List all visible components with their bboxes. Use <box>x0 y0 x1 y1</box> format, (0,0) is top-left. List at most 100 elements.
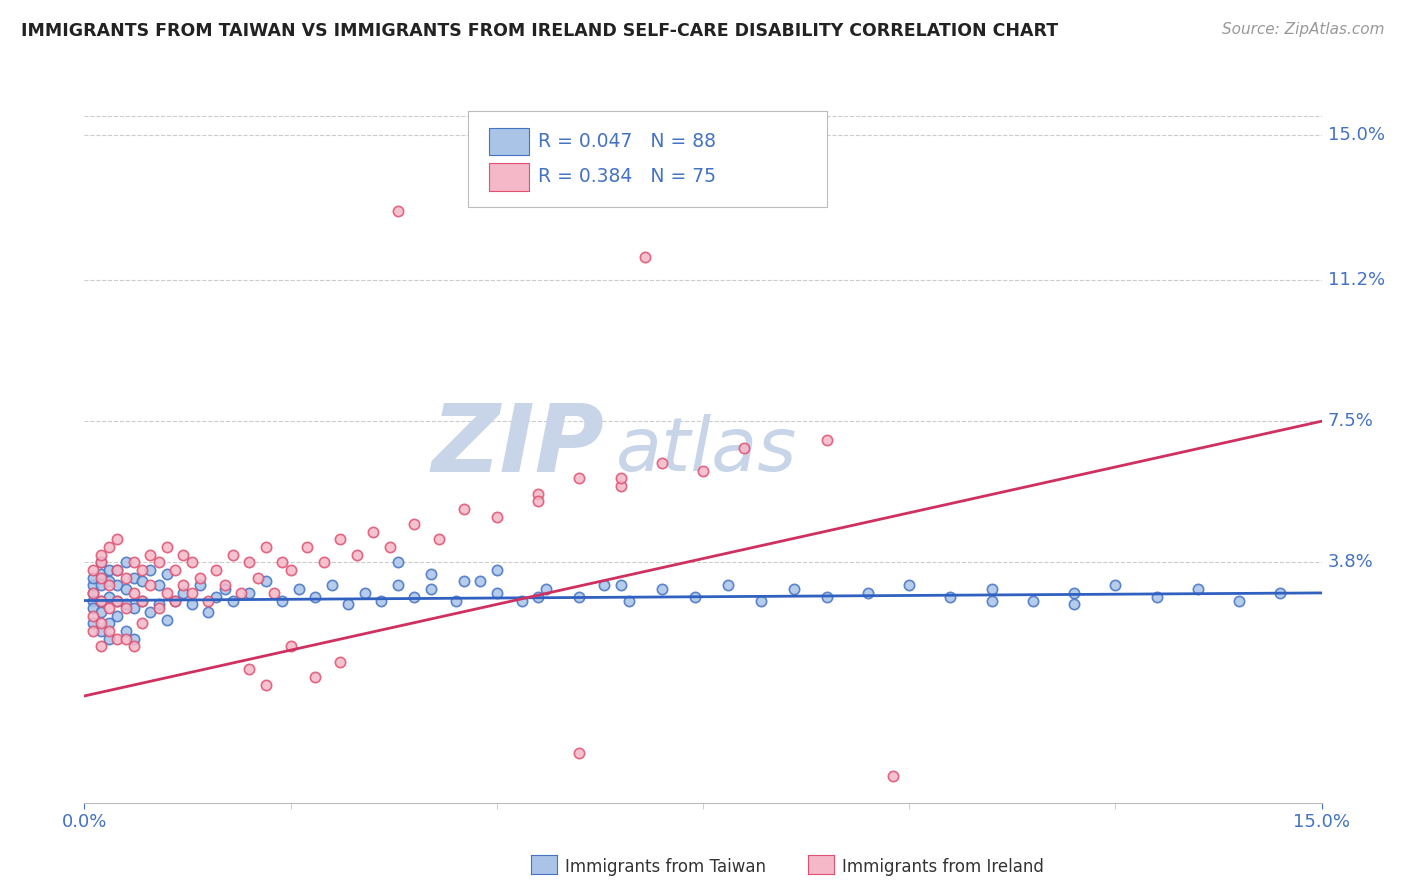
Point <box>98 590 121 604</box>
Point <box>205 563 228 577</box>
Point <box>180 598 202 612</box>
Point <box>337 598 360 612</box>
Point <box>1063 598 1085 612</box>
Point <box>717 578 740 592</box>
Point <box>214 578 236 592</box>
Point <box>470 574 492 589</box>
Point <box>485 563 508 577</box>
Point <box>527 590 550 604</box>
Point <box>98 574 121 589</box>
Point <box>527 486 550 500</box>
Point <box>114 582 136 596</box>
Point <box>609 471 631 485</box>
Point <box>131 563 153 577</box>
Point <box>205 590 228 604</box>
Point <box>122 632 145 646</box>
Point <box>90 555 112 569</box>
Point <box>370 593 392 607</box>
Point <box>692 464 714 478</box>
Point <box>329 655 352 669</box>
Point <box>271 593 294 607</box>
Point <box>122 586 145 600</box>
Point <box>114 571 136 585</box>
Point <box>222 593 245 607</box>
Point <box>254 677 277 691</box>
Point <box>188 578 211 592</box>
Text: R = 0.384   N = 75: R = 0.384 N = 75 <box>538 168 717 186</box>
Point <box>114 555 136 569</box>
Point <box>568 471 591 485</box>
Point <box>105 578 128 592</box>
Point <box>527 494 550 508</box>
Point <box>105 608 128 623</box>
Point <box>329 533 352 547</box>
Point <box>148 601 170 615</box>
Point <box>229 586 252 600</box>
Point <box>609 479 631 493</box>
Text: ZIP: ZIP <box>432 400 605 492</box>
Point <box>82 578 104 592</box>
Point <box>444 593 467 607</box>
Text: 7.5%: 7.5% <box>1327 412 1374 430</box>
Point <box>214 582 236 596</box>
Point <box>1187 582 1209 596</box>
Point <box>238 586 260 600</box>
Point <box>419 582 441 596</box>
Point <box>156 586 179 600</box>
Point <box>617 593 640 607</box>
Point <box>378 540 401 554</box>
Point <box>148 555 170 569</box>
Point <box>312 555 335 569</box>
Point <box>387 555 409 569</box>
Point <box>90 578 112 592</box>
Point <box>321 578 343 592</box>
Point <box>651 456 673 470</box>
FancyBboxPatch shape <box>468 111 827 207</box>
Point <box>82 586 104 600</box>
Point <box>898 578 921 592</box>
Point <box>387 578 409 592</box>
Point <box>82 571 104 585</box>
Point <box>683 590 706 604</box>
Point <box>148 598 170 612</box>
Point <box>271 555 294 569</box>
Point <box>90 593 112 607</box>
Point <box>246 571 269 585</box>
Point <box>139 605 162 619</box>
Point <box>346 548 368 562</box>
Point <box>172 586 194 600</box>
Point <box>98 616 121 631</box>
Text: 3.8%: 3.8% <box>1327 553 1374 572</box>
Point <box>156 540 179 554</box>
Point <box>114 624 136 638</box>
Point <box>1104 578 1126 592</box>
Point <box>593 578 616 592</box>
Point <box>568 746 591 760</box>
Point <box>634 250 657 264</box>
Point <box>510 593 533 607</box>
Point <box>353 586 375 600</box>
Point <box>404 517 426 532</box>
Point <box>427 533 450 547</box>
Point <box>1022 593 1045 607</box>
Point <box>783 582 806 596</box>
Point <box>148 578 170 592</box>
Point <box>82 593 104 607</box>
Point <box>815 590 838 604</box>
Point <box>114 632 136 646</box>
Point <box>536 582 558 596</box>
Point <box>90 566 112 581</box>
Point <box>90 548 112 562</box>
Point <box>1146 590 1168 604</box>
Point <box>82 601 104 615</box>
Point <box>98 632 121 646</box>
Text: Immigrants from Ireland: Immigrants from Ireland <box>842 858 1045 876</box>
Point <box>122 555 145 569</box>
Point <box>105 533 128 547</box>
Text: atlas: atlas <box>616 414 797 485</box>
Point <box>882 769 904 783</box>
Point <box>131 593 153 607</box>
Point <box>139 578 162 592</box>
Text: 15.0%: 15.0% <box>1327 126 1385 144</box>
Point <box>254 574 277 589</box>
